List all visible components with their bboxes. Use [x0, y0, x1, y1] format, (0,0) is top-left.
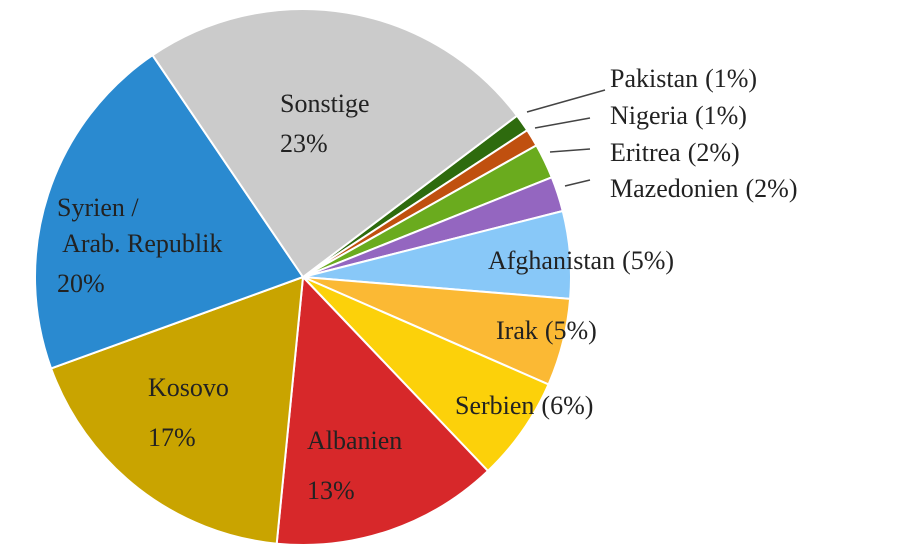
pie-slice — [49, 275, 305, 545]
category-line: Syrien / — [57, 193, 139, 222]
slice-label: Serbien (6%) — [455, 391, 593, 420]
leader-line — [534, 117, 591, 129]
category-label: Serbien — [455, 391, 534, 420]
slice-label: Irak (5%) — [496, 316, 597, 345]
category-label: Pakistan — [610, 64, 698, 93]
value-label: (1%) — [695, 101, 747, 130]
category-label: Irak — [496, 316, 538, 345]
pie-slice — [151, 8, 519, 279]
value-label: 20% — [57, 269, 105, 298]
category-label: Afghanistan — [488, 246, 615, 275]
category-label: Mazedonien — [610, 174, 739, 203]
category-label: Syrien / Arab. Republik — [57, 193, 222, 258]
leader-line — [549, 148, 591, 153]
slice-label: Afghanistan (5%) — [488, 246, 674, 275]
slice-label: Nigeria (1%) — [610, 101, 747, 130]
slice-label: Eritrea (2%) — [610, 138, 740, 167]
value-label: (5%) — [622, 246, 674, 275]
category-label: Kosovo — [148, 373, 229, 402]
leader-line — [564, 179, 591, 187]
value-label: (5%) — [545, 316, 597, 345]
value-label: (6%) — [541, 391, 593, 420]
slice-label: Pakistan (1%) — [610, 64, 757, 93]
category-label: Albanien — [307, 426, 402, 455]
pie-slice — [34, 53, 305, 370]
value-label: 23% — [280, 129, 328, 158]
value-label: (1%) — [705, 64, 757, 93]
category-label: Nigeria — [610, 101, 688, 130]
category-label: Sonstige — [280, 89, 370, 118]
pie-slice — [275, 274, 490, 546]
value-label: (2%) — [688, 138, 740, 167]
value-label: 17% — [148, 423, 196, 452]
slice-label: Mazedonien (2%) — [610, 174, 798, 203]
category-label: Eritrea — [610, 138, 681, 167]
value-label: 13% — [307, 476, 355, 505]
leader-line — [526, 89, 606, 113]
category-line: Arab. Republik — [57, 229, 222, 258]
value-label: (2%) — [746, 174, 798, 203]
